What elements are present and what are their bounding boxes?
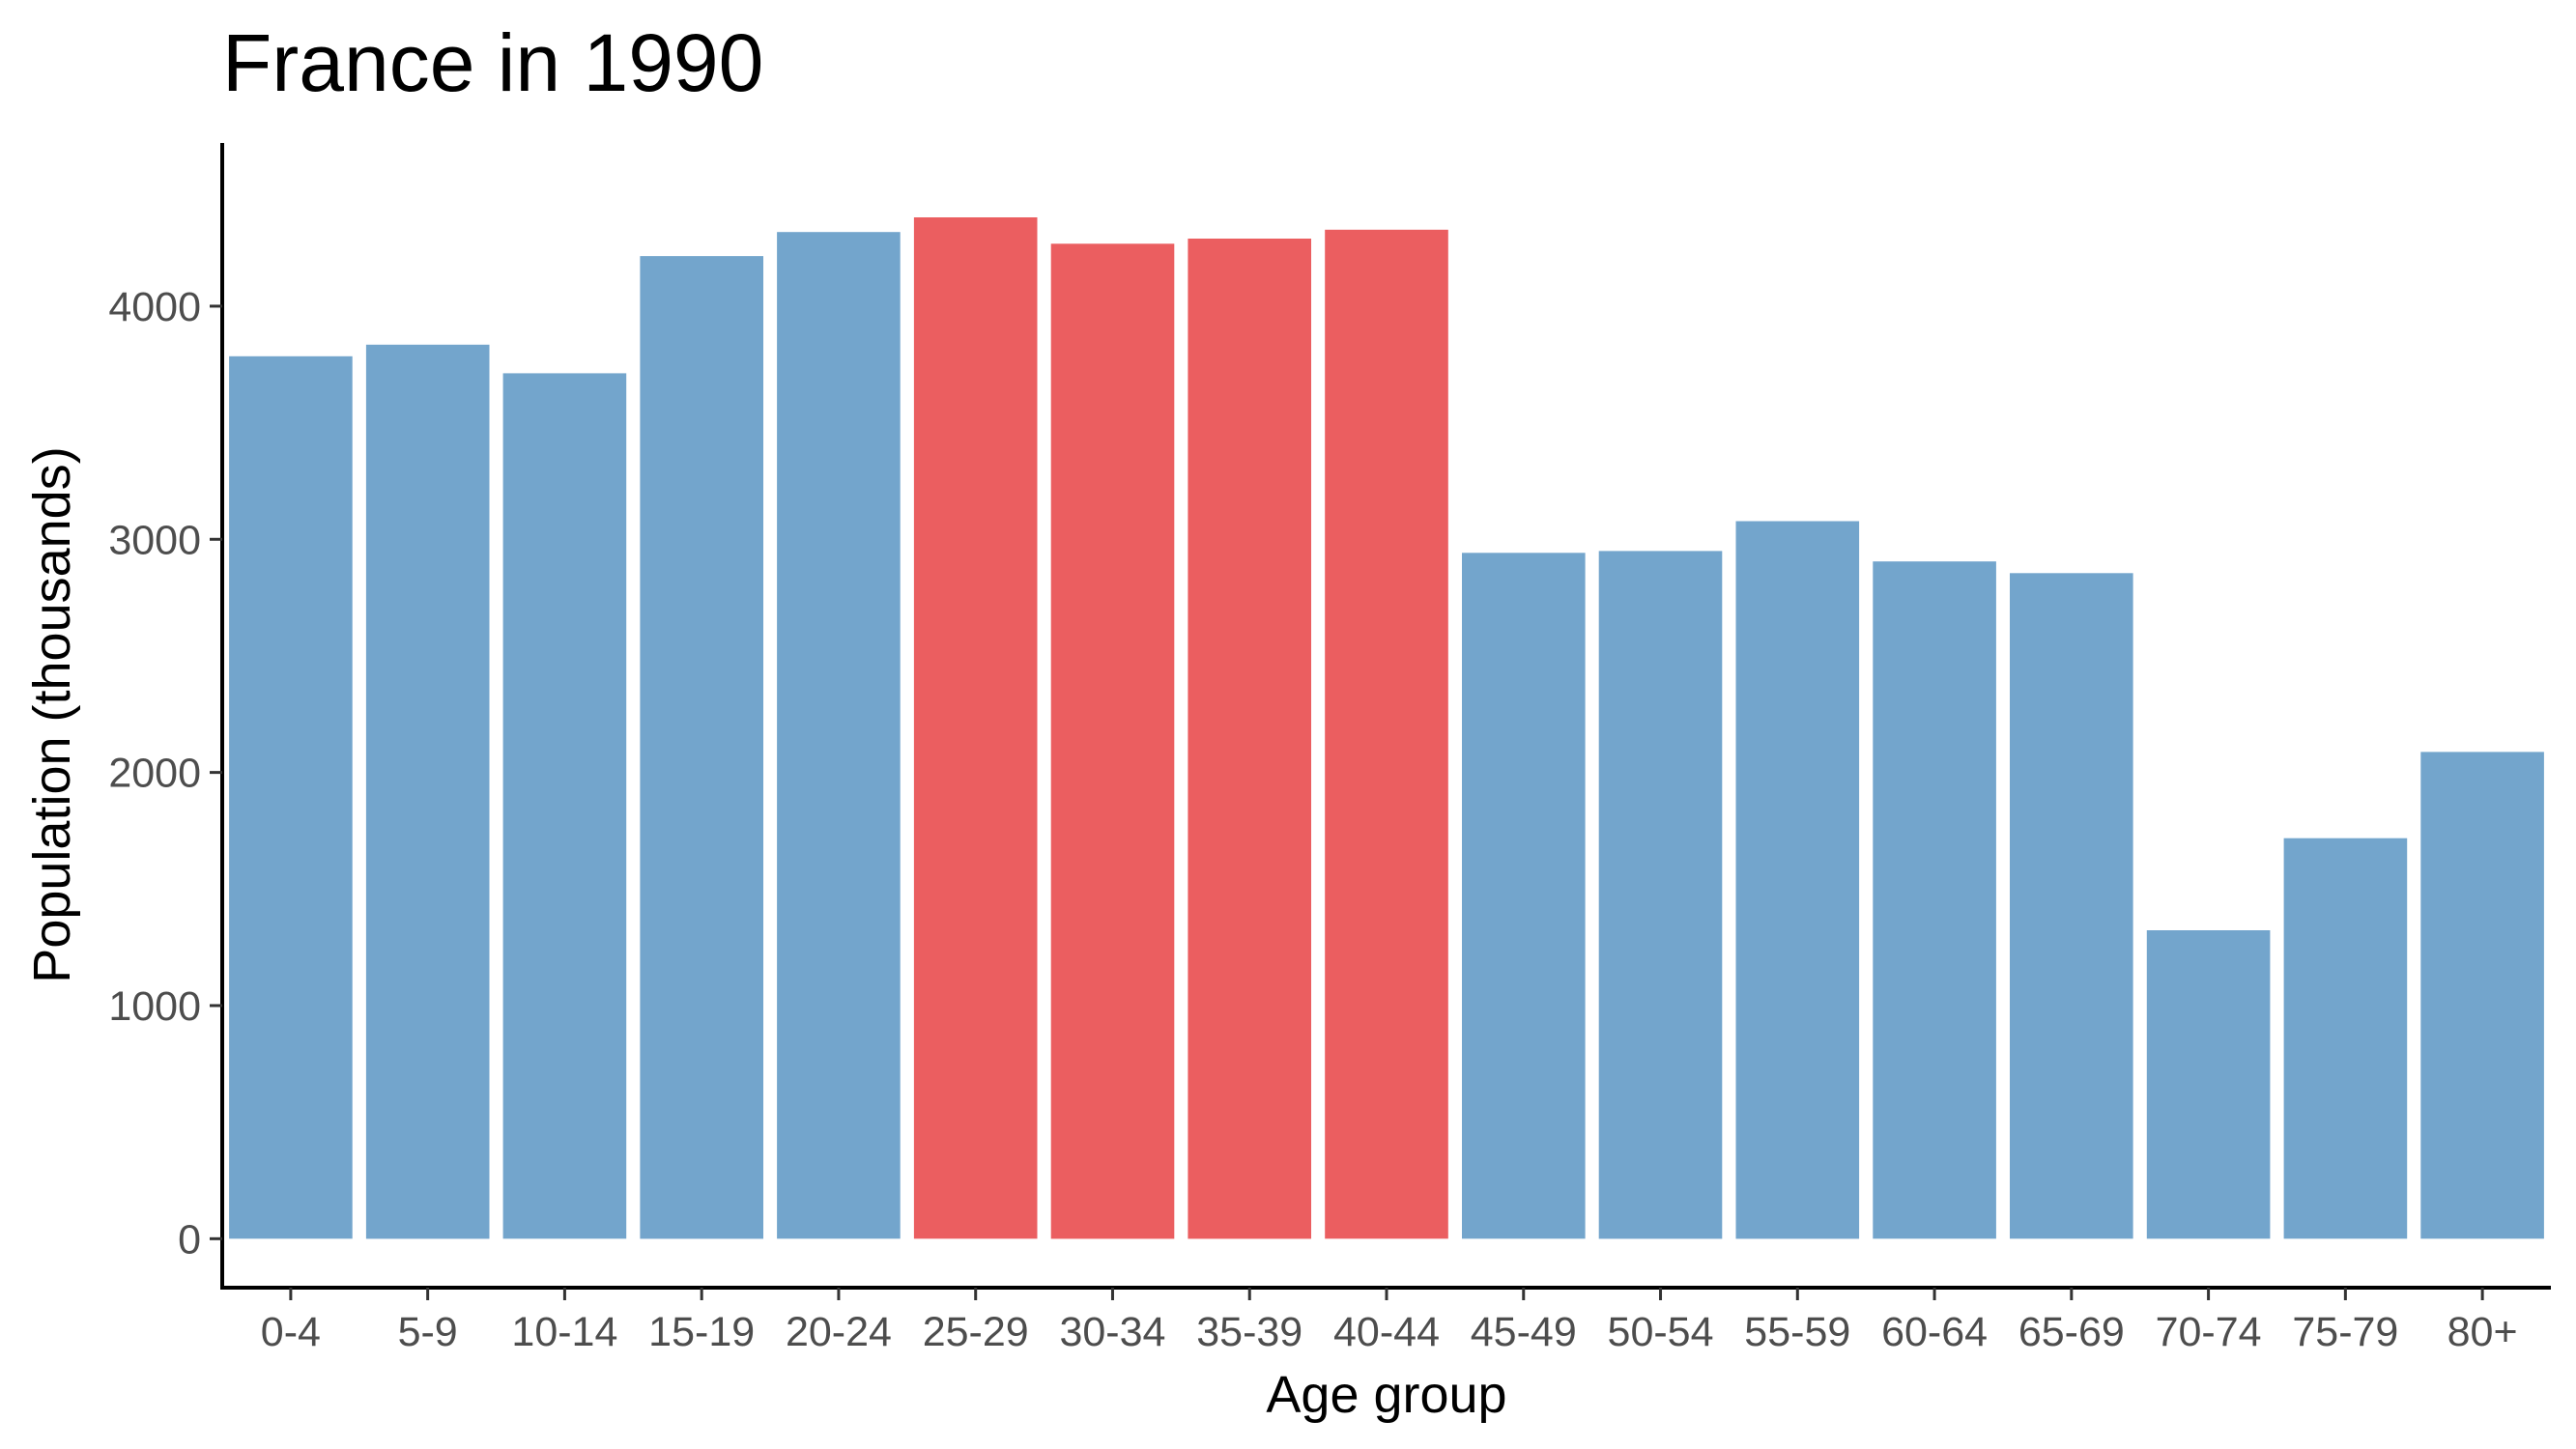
x-tick-label: 30-34	[1059, 1309, 1165, 1355]
bar-45-49	[1462, 553, 1586, 1239]
bar-55-59	[1735, 521, 1860, 1239]
x-tick-label: 45-49	[1471, 1309, 1577, 1355]
bar-80+	[2420, 752, 2544, 1239]
bar-15-19	[640, 256, 763, 1239]
x-tick-label: 0-4	[261, 1309, 321, 1355]
x-tick-label: 20-24	[786, 1309, 892, 1355]
x-tick-label: 50-54	[1608, 1309, 1714, 1355]
y-tick-label: 2000	[108, 751, 201, 797]
x-tick-label: 5-9	[398, 1309, 458, 1355]
x-tick-label: 65-69	[2018, 1309, 2125, 1355]
y-axis-title: Population (thousands)	[23, 446, 81, 982]
x-axis-ticks: 0-4 5-9 10-14 15-19 20-24 25-29 30-34 35-39 40-4…	[261, 1288, 2518, 1355]
y-tick-label: 0	[178, 1216, 201, 1263]
x-tick-label: 25-29	[923, 1309, 1029, 1355]
bar-0-4	[229, 355, 353, 1239]
bar-40-44	[1325, 229, 1448, 1239]
y-tick-label: 4000	[108, 284, 201, 330]
x-tick-label: 40-44	[1333, 1309, 1440, 1355]
bar-70-74	[2146, 930, 2271, 1239]
chart-title: France in 1990	[222, 17, 763, 108]
bar-25-29	[913, 217, 1038, 1239]
x-tick-label: 35-39	[1196, 1309, 1302, 1355]
bar-series	[229, 217, 2544, 1239]
bar-30-34	[1050, 243, 1175, 1239]
x-tick-label: 10-14	[511, 1309, 617, 1355]
bar-35-39	[1188, 239, 1311, 1239]
y-axis-ticks: 0 1000 2000 3000 4000	[108, 284, 222, 1263]
bar-60-64	[1873, 561, 1996, 1239]
x-tick-label: 70-74	[2156, 1309, 2262, 1355]
bar-65-69	[2010, 573, 2133, 1239]
x-tick-label: 80+	[2447, 1309, 2518, 1355]
x-tick-label: 60-64	[1881, 1309, 1988, 1355]
x-axis-title: Age group	[1266, 1366, 1506, 1424]
bar-10-14	[502, 373, 627, 1239]
x-tick-label: 75-79	[2292, 1309, 2398, 1355]
x-tick-label: 55-59	[1744, 1309, 1850, 1355]
bar-5-9	[365, 344, 490, 1239]
bar-20-24	[777, 232, 901, 1239]
y-tick-label: 3000	[108, 517, 201, 563]
bar-50-54	[1598, 551, 1723, 1239]
bar-75-79	[2283, 838, 2408, 1239]
y-tick-label: 1000	[108, 983, 201, 1030]
x-tick-label: 15-19	[648, 1309, 755, 1355]
